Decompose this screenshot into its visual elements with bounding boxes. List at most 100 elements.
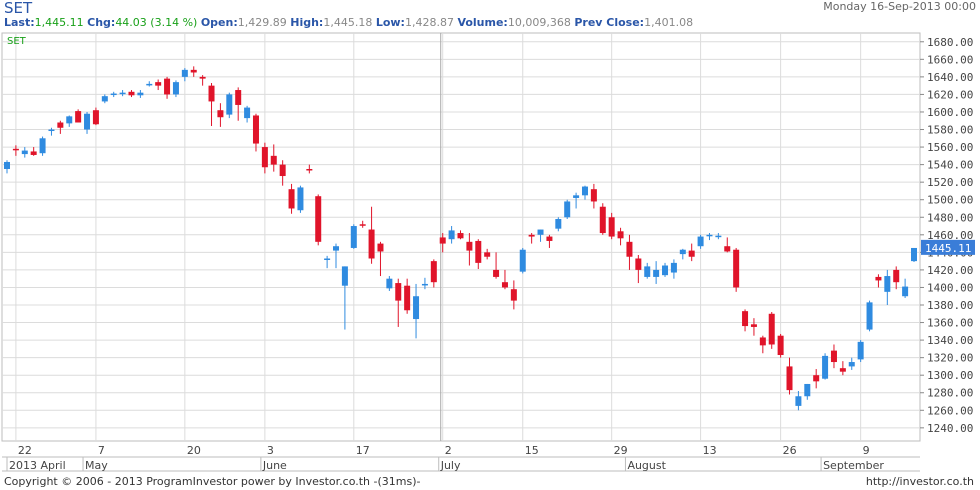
candle-body	[208, 85, 215, 102]
candlestick-chart[interactable]: 1240.00 1260.00 1280.00 1300.00 1320.00 1340.…	[0, 30, 980, 475]
candle-body	[857, 341, 864, 360]
candle-body	[484, 252, 491, 257]
open-value: 1,429.89	[237, 16, 287, 29]
candle-body	[724, 246, 731, 252]
candle-body	[546, 236, 553, 241]
candle-body	[688, 250, 695, 257]
x-month-label: August	[627, 459, 666, 472]
candle-body	[493, 269, 500, 277]
candle-body	[128, 91, 135, 96]
candle-body	[217, 110, 224, 118]
candle-body	[21, 150, 28, 155]
y-tick-label: 1280.00	[927, 387, 973, 400]
candle-body	[30, 151, 37, 155]
candle-body	[430, 261, 437, 283]
candle-body	[350, 226, 357, 248]
candle-body	[635, 258, 642, 270]
candle-body	[830, 350, 837, 363]
x-day-label: 15	[525, 444, 539, 457]
y-tick-label: 1360.00	[927, 317, 973, 330]
candle-body	[715, 235, 722, 238]
candle-body	[884, 276, 891, 292]
candle-body	[190, 69, 197, 73]
x-month-label: September	[823, 459, 884, 472]
candle-body	[252, 115, 259, 144]
site-link[interactable]: http://investor.co.th	[865, 475, 974, 488]
candle-body	[288, 189, 295, 209]
candle-body	[57, 122, 64, 128]
candle-body	[137, 92, 144, 96]
candle-body	[386, 278, 393, 289]
candle-body	[235, 90, 242, 105]
candle-body	[333, 246, 340, 251]
y-tick-label: 1480.00	[927, 211, 973, 224]
copyright-text: Copyright © 2006 - 2013 ProgramInvestor …	[4, 475, 421, 488]
price-tag	[921, 239, 975, 255]
prev-close-label: Prev Close:	[574, 16, 645, 29]
candle-body	[439, 237, 446, 244]
y-tick-label: 1460.00	[927, 229, 973, 242]
candle-body	[279, 164, 286, 177]
x-day-label: 22	[18, 444, 32, 457]
candle-body	[413, 296, 420, 320]
candle-body	[475, 240, 482, 263]
x-day-label: 26	[783, 444, 797, 457]
y-tick-label: 1620.00	[927, 88, 973, 101]
candle-body	[768, 313, 775, 345]
candle-body	[519, 249, 526, 272]
candle-body	[670, 262, 677, 273]
x-day-label: 20	[187, 444, 201, 457]
chg-label: Chg:	[87, 16, 116, 29]
y-tick-label: 1340.00	[927, 334, 973, 347]
candle-body	[733, 249, 740, 288]
candle-body	[662, 265, 669, 276]
candle-body	[679, 249, 686, 255]
x-month-label: May	[85, 459, 108, 472]
candle-body	[653, 269, 660, 277]
candle-body	[750, 324, 757, 327]
candle-body	[848, 362, 855, 367]
candle-body	[4, 161, 10, 169]
candle-body	[164, 78, 171, 95]
y-tick-label: 1520.00	[927, 176, 973, 189]
candle-body	[261, 147, 268, 168]
candle-body	[617, 231, 624, 239]
y-tick-label: 1320.00	[927, 352, 973, 365]
candle-body	[226, 94, 233, 115]
candle-body	[457, 233, 464, 239]
x-day-label: 2	[445, 444, 452, 457]
low-label: Low:	[375, 16, 405, 29]
y-tick-label: 1600.00	[927, 106, 973, 119]
low-value: 1,428.87	[404, 16, 454, 29]
y-tick-label: 1300.00	[927, 369, 973, 382]
candle-body	[564, 201, 571, 218]
candle-body	[528, 234, 535, 237]
candle-body	[822, 355, 829, 379]
open-label: Open:	[200, 16, 238, 29]
candle-body	[875, 276, 882, 281]
candle-body	[590, 189, 597, 202]
candle-body	[804, 383, 811, 397]
candle-body	[92, 110, 99, 125]
high-value: 1,445.18	[323, 16, 373, 29]
candle-body	[644, 266, 651, 277]
prev-close-value: 1,401.08	[644, 16, 694, 29]
y-tick-label: 1680.00	[927, 36, 973, 49]
candle-body	[893, 269, 900, 283]
candle-body	[581, 186, 588, 196]
candle-body	[466, 241, 473, 251]
candle-body	[146, 83, 153, 86]
y-tick-label: 1400.00	[927, 281, 973, 294]
x-day-label: 7	[98, 444, 105, 457]
series-label: SET	[7, 36, 27, 47]
candle-body	[421, 283, 428, 286]
candle-body	[101, 96, 108, 102]
candle-body	[155, 82, 162, 86]
date-label: Monday 16-Sep-2013 00:00	[823, 0, 976, 13]
candle-body	[759, 337, 766, 346]
candle-body	[12, 148, 19, 151]
candle-body	[501, 282, 508, 288]
candle-body	[84, 113, 91, 130]
candle-body	[573, 195, 580, 198]
candle-body	[75, 111, 82, 123]
